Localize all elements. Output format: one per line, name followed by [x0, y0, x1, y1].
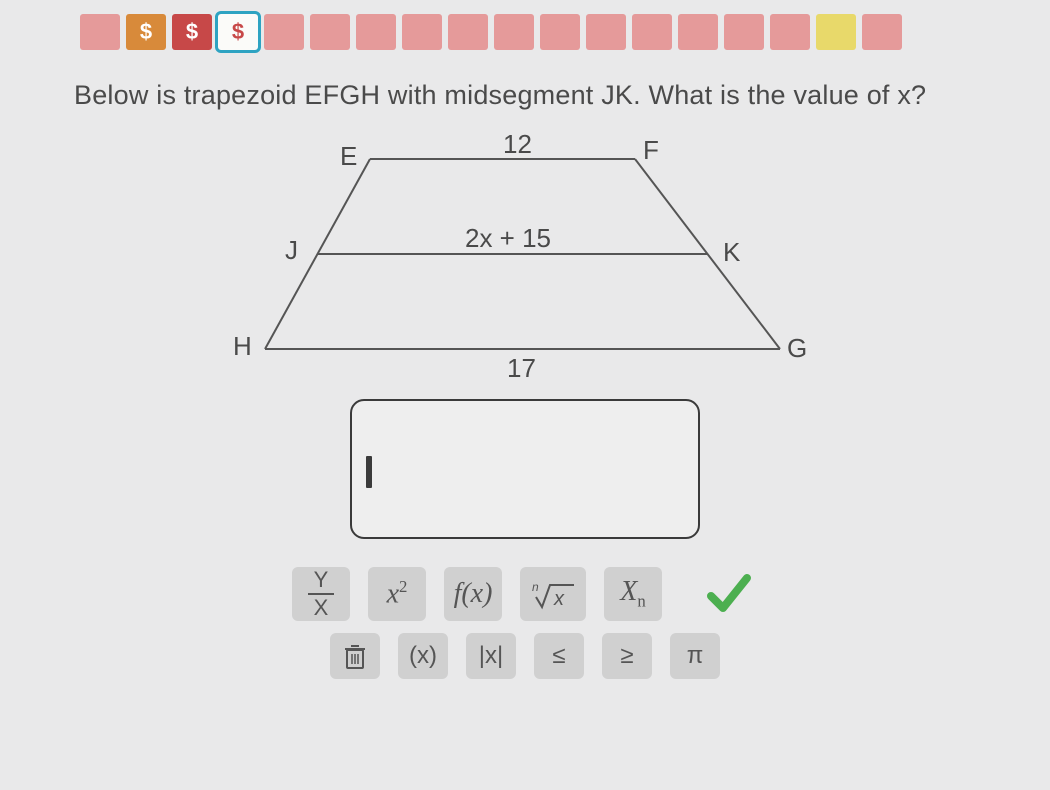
- svg-text:x: x: [553, 588, 565, 610]
- question-text: Below is trapezoid EFGH with midsegment …: [0, 60, 1050, 121]
- xn-base: X: [620, 576, 637, 607]
- x-squared-button[interactable]: x2: [368, 567, 426, 621]
- progress-square-16[interactable]: [816, 14, 856, 50]
- trapezoid-diagram: E F J K H G 12 2x + 15 17: [225, 131, 825, 391]
- trash-button[interactable]: [330, 633, 380, 679]
- progress-square-4[interactable]: [264, 14, 304, 50]
- check-icon: [705, 570, 753, 618]
- label-K: K: [723, 237, 740, 268]
- progress-square-8[interactable]: [448, 14, 488, 50]
- subscript-button[interactable]: Xn: [604, 567, 662, 621]
- progress-square-2[interactable]: $: [172, 14, 212, 50]
- label-top: 12: [503, 129, 532, 160]
- progress-square-12[interactable]: [632, 14, 672, 50]
- progress-square-7[interactable]: [402, 14, 442, 50]
- label-F: F: [643, 135, 659, 166]
- label-mid: 2x + 15: [465, 223, 551, 254]
- toolbar-row-1: Y X x2 f(x) n x Xn: [292, 567, 758, 621]
- fraction-top: Y: [308, 569, 335, 595]
- label-E: E: [340, 141, 357, 172]
- label-G: G: [787, 333, 807, 364]
- label-H: H: [233, 331, 252, 362]
- progress-bar: $$$: [0, 0, 1050, 60]
- label-J: J: [285, 235, 298, 266]
- label-bottom: 17: [507, 353, 536, 384]
- svg-text:n: n: [532, 580, 539, 594]
- root-icon: n x: [528, 577, 578, 611]
- progress-square-0[interactable]: [80, 14, 120, 50]
- fraction-button[interactable]: Y X: [292, 567, 350, 621]
- progress-square-14[interactable]: [724, 14, 764, 50]
- trash-icon: [342, 642, 368, 670]
- fraction-bottom: X: [314, 595, 329, 619]
- progress-square-9[interactable]: [494, 14, 534, 50]
- less-equal-button[interactable]: ≤: [534, 633, 584, 679]
- function-button[interactable]: f(x): [444, 567, 502, 621]
- absolute-value-button[interactable]: |x|: [466, 633, 516, 679]
- progress-square-15[interactable]: [770, 14, 810, 50]
- text-cursor: [366, 456, 372, 488]
- progress-square-11[interactable]: [586, 14, 626, 50]
- greater-equal-button[interactable]: ≥: [602, 633, 652, 679]
- answer-input[interactable]: [350, 399, 700, 539]
- toolbar-row-2: (x) |x| ≤ ≥ π: [330, 633, 720, 679]
- math-toolbar: Y X x2 f(x) n x Xn: [0, 567, 1050, 679]
- progress-square-3[interactable]: $: [218, 14, 258, 50]
- progress-square-17[interactable]: [862, 14, 902, 50]
- nth-root-button[interactable]: n x: [520, 567, 586, 621]
- parentheses-button[interactable]: (x): [398, 633, 448, 679]
- progress-square-1[interactable]: $: [126, 14, 166, 50]
- pi-button[interactable]: π: [670, 633, 720, 679]
- progress-square-5[interactable]: [310, 14, 350, 50]
- progress-square-10[interactable]: [540, 14, 580, 50]
- xsq-base: x: [387, 579, 399, 610]
- progress-square-6[interactable]: [356, 14, 396, 50]
- submit-button[interactable]: [700, 567, 758, 621]
- xn-sub: n: [637, 592, 645, 611]
- xsq-sup: 2: [399, 577, 407, 596]
- progress-square-13[interactable]: [678, 14, 718, 50]
